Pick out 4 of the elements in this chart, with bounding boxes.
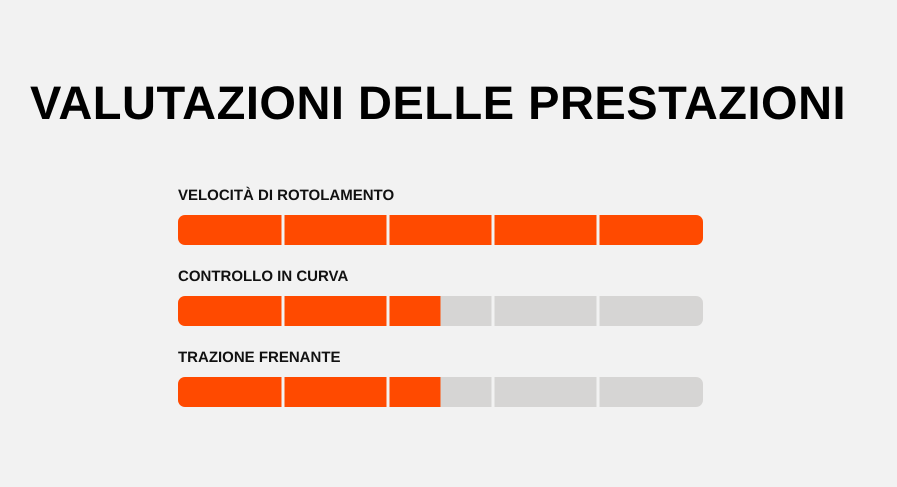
y-tick-label: CONTROLLO IN CURVA bbox=[178, 268, 348, 285]
y-tick-label: TRAZIONE FRENANTE bbox=[178, 349, 340, 366]
chart-title: VALUTAZIONI DELLE PRESTAZIONI bbox=[30, 76, 846, 129]
y-tick-label: VELOCITÀ DI ROTOLAMENTO bbox=[178, 186, 394, 204]
